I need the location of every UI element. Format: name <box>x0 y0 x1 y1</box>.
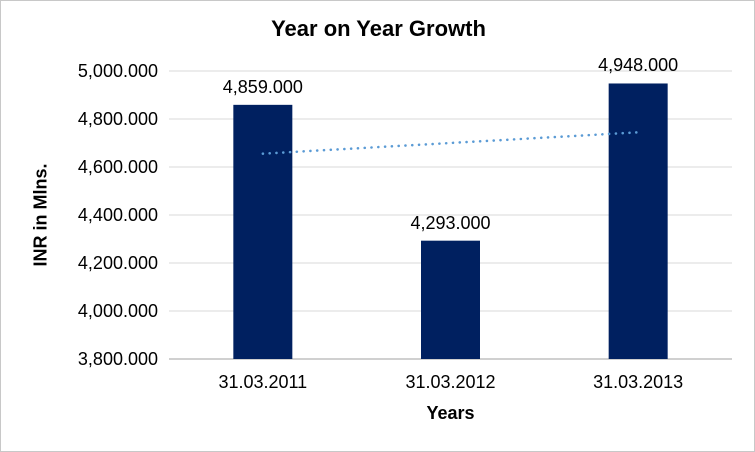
y-tick-label: 4,600.000 <box>77 157 158 177</box>
chart-title: Year on Year Growth <box>271 16 486 41</box>
x-tick-label: 31.03.2013 <box>593 372 684 392</box>
y-tick-label: 4,800.000 <box>77 109 158 129</box>
bar-data-label: 4,859.000 <box>222 76 303 97</box>
bar-data-label: 4,948.000 <box>598 55 679 76</box>
bar-31.03.2012 <box>421 240 480 359</box>
y-tick-label: 4,200.000 <box>77 253 158 273</box>
bar-31.03.2011 <box>233 104 293 359</box>
y-tick-label: 5,000.000 <box>77 61 158 81</box>
x-axis-title: Years <box>426 403 475 423</box>
trendline <box>261 131 640 155</box>
x-tick-label: 31.03.2012 <box>405 372 496 392</box>
bar-31.03.2013 <box>608 83 668 359</box>
y-tick-label: 4,400.000 <box>77 205 158 225</box>
x-tick-label: 31.03.2011 <box>218 372 308 392</box>
y-tick-label: 3,800.000 <box>77 349 158 369</box>
bar-data-label: 4,293.000 <box>410 212 491 233</box>
y-tick-label: 4,000.000 <box>77 301 158 321</box>
